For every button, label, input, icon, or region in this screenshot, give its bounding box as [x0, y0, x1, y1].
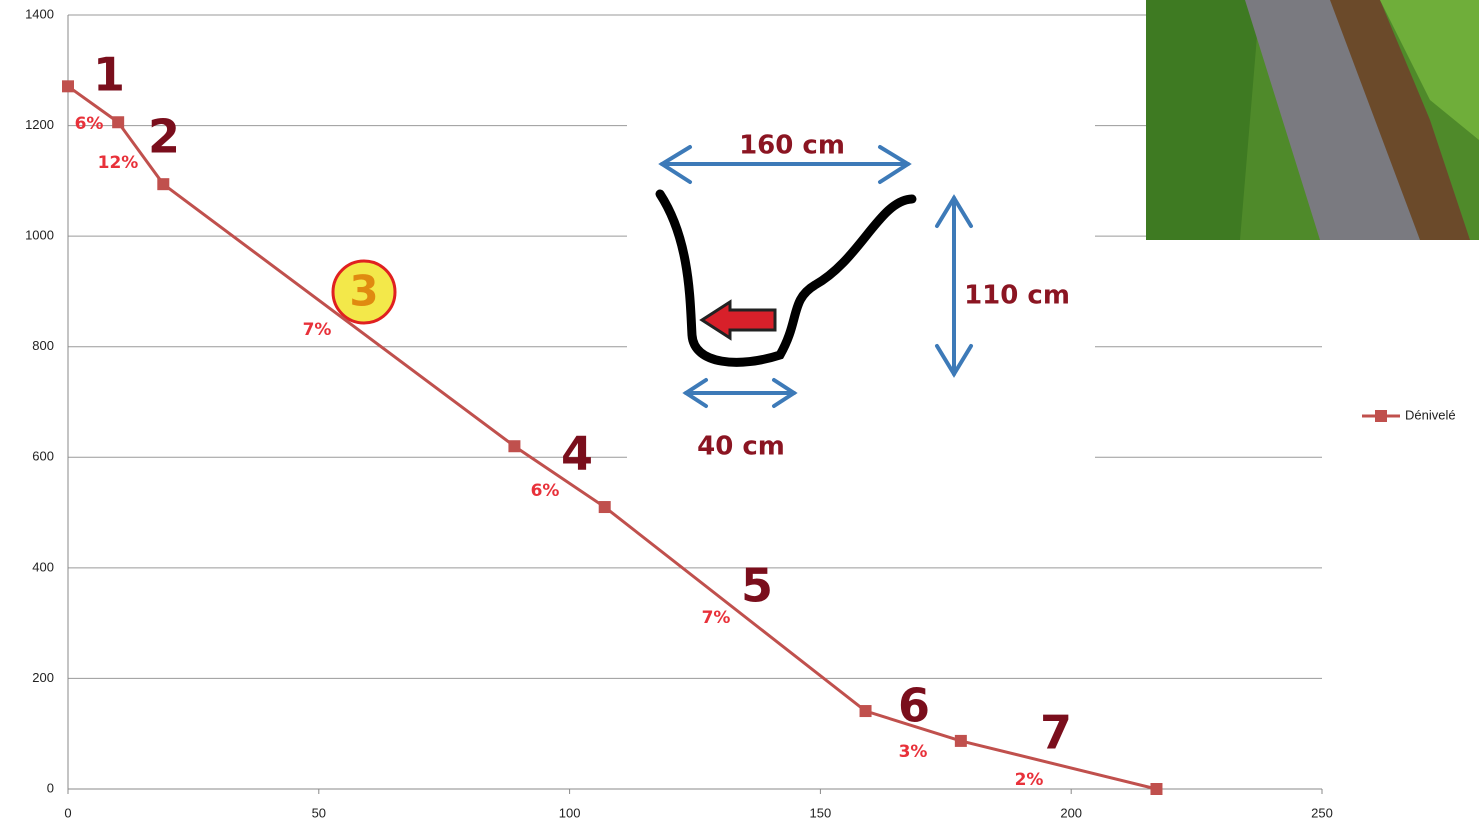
- x-tick-label: 50: [312, 805, 326, 820]
- section-number: 1: [93, 48, 125, 102]
- x-tick-label: 250: [1311, 805, 1333, 820]
- slope-label: 3%: [899, 742, 928, 762]
- y-tick-label: 1200: [25, 117, 54, 132]
- point-marker: [157, 178, 170, 191]
- x-tick-label: 200: [1060, 805, 1082, 820]
- section-number: 7: [1040, 706, 1072, 760]
- slope-label: 7%: [702, 608, 731, 628]
- x-tick-label: 150: [810, 805, 832, 820]
- y-tick-label: 1000: [25, 228, 54, 243]
- dimension-label: 110 cm: [964, 281, 1070, 311]
- slope-label: 2%: [1015, 770, 1044, 790]
- point-marker: [62, 80, 74, 93]
- legend-label: Dénivelé: [1405, 407, 1456, 422]
- point-marker: [112, 116, 125, 129]
- slope-label: 6%: [531, 481, 560, 501]
- section-number: 6: [898, 679, 930, 733]
- slope-label: 12%: [98, 153, 139, 173]
- y-tick-label: 600: [32, 449, 54, 464]
- photo: [1146, 0, 1479, 240]
- point-marker: [598, 501, 611, 514]
- series-line: [67, 85, 1157, 791]
- channel-diagram: [655, 145, 973, 408]
- point-marker: [954, 734, 967, 747]
- diagram-background: [627, 112, 1095, 472]
- point-marker: [859, 705, 872, 718]
- y-tick-label: 800: [32, 338, 54, 353]
- y-tick-label: 0: [47, 780, 54, 795]
- dimension-label: 40 cm: [697, 432, 785, 462]
- x-tick-label: 100: [559, 805, 581, 820]
- point-marker: [508, 440, 521, 453]
- highlight-circle: [331, 259, 397, 325]
- plot: Dénivelé 12 3 4 5 6 7 6% 12% 7% 6% 7% 3% 2% 160 cm 110 …: [62, 48, 1456, 795]
- section-number: 4: [561, 427, 593, 481]
- section-number: 5: [741, 559, 773, 613]
- dimension-label: 160 cm: [739, 131, 845, 161]
- legend-marker: [1375, 410, 1387, 422]
- section-number: 3: [349, 267, 378, 316]
- slope-label: 7%: [303, 320, 332, 340]
- x-tick-label: 0: [64, 805, 71, 820]
- slope-label: 6%: [75, 114, 104, 134]
- y-tick-label: 400: [32, 559, 54, 574]
- section-number: 2: [148, 110, 180, 164]
- point-marker: [1150, 783, 1163, 795]
- y-tick-label: 1400: [25, 6, 54, 21]
- y-tick-label: 200: [32, 670, 54, 685]
